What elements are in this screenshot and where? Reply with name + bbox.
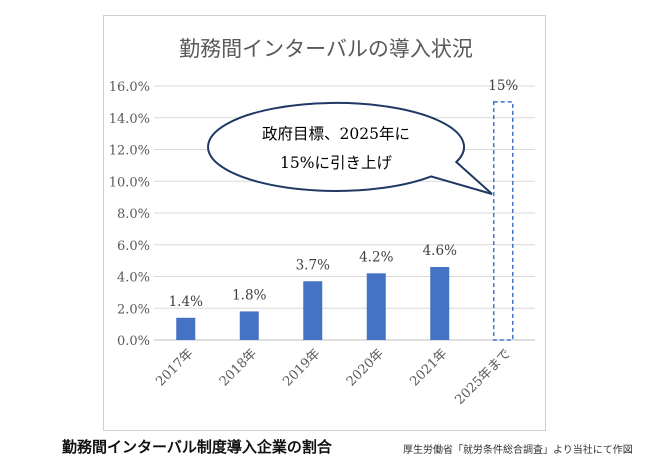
data-label: 1.8% bbox=[232, 287, 266, 303]
y-tick-label: 6.0% bbox=[117, 239, 150, 254]
bar bbox=[239, 311, 259, 340]
annotation-line-1: 政府目標、2025年に bbox=[262, 125, 410, 143]
data-label: 4.2% bbox=[359, 249, 393, 265]
data-label: 3.7% bbox=[296, 257, 330, 273]
source-note: 厚生労働省「就労条件総合調査」より当社にて作図 bbox=[403, 445, 633, 456]
bar bbox=[366, 273, 386, 340]
target-bar bbox=[493, 101, 514, 341]
y-tick-label: 14.0% bbox=[109, 112, 150, 127]
x-tick-label: 2019年 bbox=[280, 346, 323, 389]
x-tick-label: 2025年まで bbox=[452, 346, 514, 408]
chart-title: 勤務間インターバルの導入状況 bbox=[179, 37, 473, 61]
x-tick-label: 2021年 bbox=[407, 346, 450, 389]
y-tick-label: 16.0% bbox=[109, 80, 150, 95]
y-tick-label: 12.0% bbox=[109, 144, 150, 159]
y-tick-label: 8.0% bbox=[117, 207, 150, 222]
x-tick-label: 2018年 bbox=[217, 346, 260, 389]
bar bbox=[303, 281, 323, 340]
bar bbox=[430, 266, 450, 340]
data-label: 15% bbox=[488, 78, 518, 94]
bar bbox=[176, 317, 196, 340]
data-label: 4.6% bbox=[423, 243, 457, 259]
y-tick-label: 10.0% bbox=[109, 175, 150, 190]
data-label: 1.4% bbox=[169, 294, 203, 310]
x-tick-label: 2020年 bbox=[344, 346, 387, 389]
y-tick-label: 0.0% bbox=[117, 334, 150, 349]
y-tick-label: 4.0% bbox=[117, 271, 150, 286]
annotation-line-2: 15%に引き上げ bbox=[280, 154, 392, 172]
chart-svg: 勤務間インターバルの導入状況 0.0% 2.0% 4.0% 6.0% 8.0% 10.0%… bbox=[109, 37, 535, 408]
y-tick-label: 2.0% bbox=[117, 302, 150, 317]
annotation-bubble bbox=[207, 101, 493, 195]
figure-caption: 勤務間インターバル制度導入企業の割合 bbox=[62, 438, 332, 456]
x-tick-label: 2017年 bbox=[153, 346, 196, 389]
chart-frame: 勤務間インターバルの導入状況 0.0% 2.0% 4.0% 6.0% 8.0% 10.0%… bbox=[103, 15, 546, 431]
